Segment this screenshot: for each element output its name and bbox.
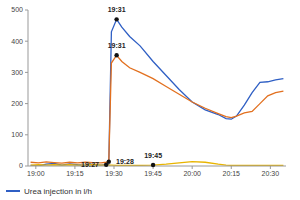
svg-text:19:31: 19:31 [108,6,126,13]
svg-text:19:30: 19:30 [105,170,123,177]
svg-text:19:27: 19:27 [81,161,99,168]
svg-text:200: 200 [11,100,23,107]
svg-text:19:00: 19:00 [27,170,45,177]
svg-text:300: 300 [11,69,23,76]
html-text:Urea injection in l/h: Urea injection in l/h [24,186,92,196]
svg-text:20:30: 20:30 [262,170,280,177]
svg-text:0: 0 [19,162,23,169]
svg-text:100: 100 [11,131,23,138]
svg-text:19:45: 19:45 [144,170,162,177]
svg-text:20:15: 20:15 [223,170,241,177]
svg-text:20:00: 20:00 [183,170,201,177]
svg-text:19:31: 19:31 [108,42,126,49]
svg-text:400: 400 [11,38,23,45]
svg-text:19:45: 19:45 [144,152,162,159]
svg-text:19:28: 19:28 [116,158,134,165]
svg-text:500: 500 [11,6,23,13]
svg-text:19:15: 19:15 [66,170,84,177]
